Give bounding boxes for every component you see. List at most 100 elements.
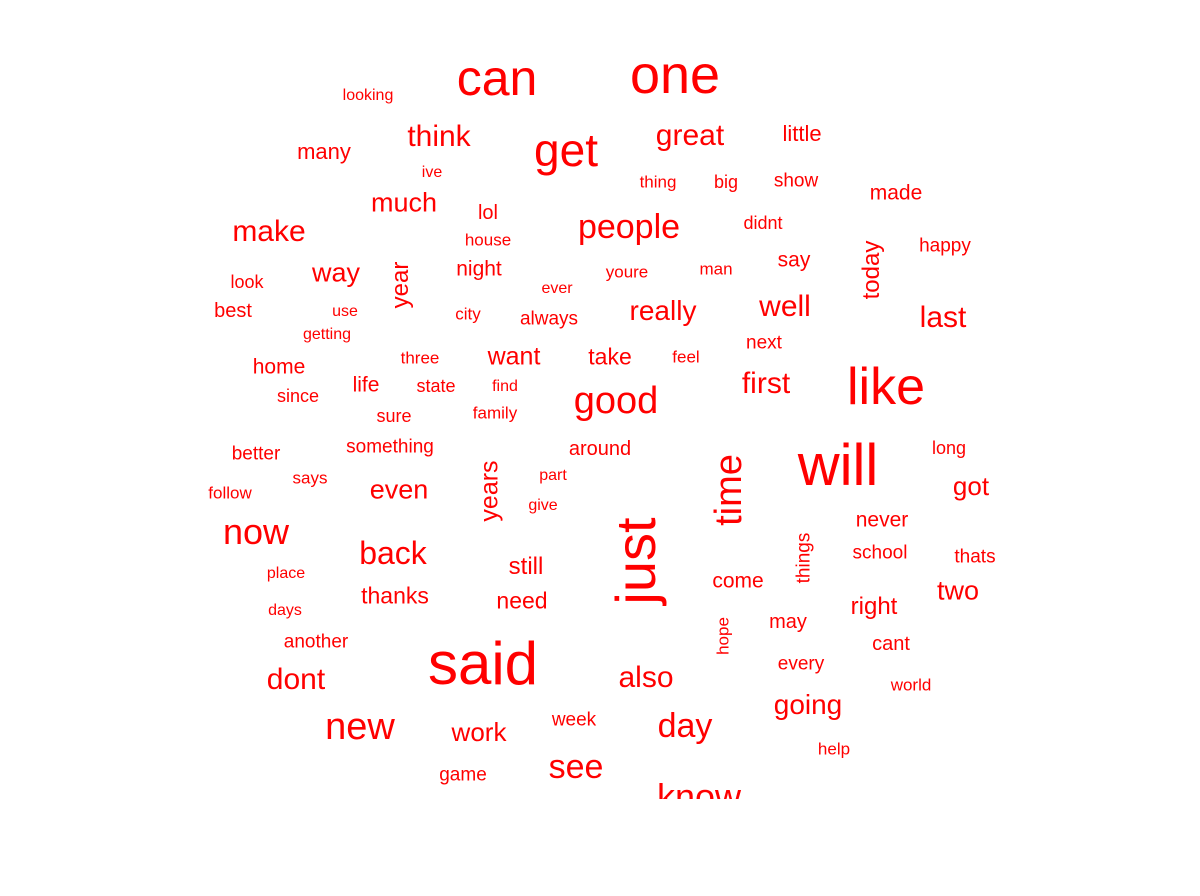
word-need: need xyxy=(496,587,548,614)
word-thanks: thanks xyxy=(361,582,429,609)
word-time: time xyxy=(708,454,750,526)
word-years: years xyxy=(475,460,504,522)
word-looking: looking xyxy=(342,87,394,104)
word-get: get xyxy=(534,124,598,176)
word-use: use xyxy=(332,303,358,320)
word-like: like xyxy=(846,358,926,416)
word-year: year xyxy=(387,261,414,309)
word-next: next xyxy=(746,332,782,354)
word-hope: hope xyxy=(713,617,733,655)
word-man: man xyxy=(699,259,733,279)
word-thats: thats xyxy=(954,546,996,568)
word-around: around xyxy=(568,438,632,460)
word-world: world xyxy=(890,675,932,695)
word-ever: ever xyxy=(541,280,573,297)
word-show: show xyxy=(773,170,819,192)
word-take: take xyxy=(588,343,632,370)
word-come: come xyxy=(712,569,764,593)
word-back: back xyxy=(359,535,427,571)
word-much: much xyxy=(370,187,438,218)
word-always: always xyxy=(519,308,579,330)
word-part: part xyxy=(539,467,567,484)
word-week: week xyxy=(551,709,597,731)
word-people: people xyxy=(577,208,681,246)
word-look: look xyxy=(230,272,264,292)
word-want: want xyxy=(487,342,541,371)
word-give: give xyxy=(528,497,558,514)
word-well: well xyxy=(759,290,811,323)
word-first: first xyxy=(741,367,791,400)
word-great: great xyxy=(655,119,725,152)
word-may: may xyxy=(769,611,807,633)
word-work: work xyxy=(451,717,507,747)
word-never: never xyxy=(855,508,909,532)
word-every: every xyxy=(777,653,825,675)
word-home: home xyxy=(252,355,306,379)
word-sure: sure xyxy=(376,406,412,426)
word-now: now xyxy=(222,511,290,552)
word-cant: cant xyxy=(872,633,910,655)
word-school: school xyxy=(852,542,908,564)
word-place: place xyxy=(266,565,306,582)
word-game: game xyxy=(439,764,487,786)
word-getting: getting xyxy=(302,326,352,343)
word-lol: lol xyxy=(477,202,499,224)
word-since: since xyxy=(276,386,320,406)
word-going: going xyxy=(773,689,843,720)
word-really: really xyxy=(629,295,697,326)
word-youre: youre xyxy=(605,262,649,282)
word-will: will xyxy=(797,433,879,498)
word-can: can xyxy=(456,64,538,106)
word-good: good xyxy=(573,380,659,422)
word-three: three xyxy=(400,348,440,368)
word-feel: feel xyxy=(672,347,700,367)
word-today: today xyxy=(858,240,885,300)
word-best: best xyxy=(214,300,252,322)
word-one: one xyxy=(629,64,721,105)
word-long: long xyxy=(931,438,967,458)
word-dont: dont xyxy=(266,663,326,696)
word-ive: ive xyxy=(421,164,443,181)
word-little: little xyxy=(782,121,822,146)
word-state: state xyxy=(416,376,456,396)
word-two: two xyxy=(936,575,980,606)
word-think: think xyxy=(407,120,471,153)
word-family: family xyxy=(472,403,518,423)
word-find: find xyxy=(492,378,518,395)
word-still: still xyxy=(508,553,544,580)
word-says: says xyxy=(292,468,328,488)
word-something: something xyxy=(346,436,434,458)
word-new: new xyxy=(325,706,395,748)
word-things: things xyxy=(793,532,815,584)
word-cloud-area: can one looking think get great little many ive t… xyxy=(0,64,1200,799)
word-say: say xyxy=(777,248,811,272)
word-make: make xyxy=(232,215,306,248)
word-thing: thing xyxy=(639,172,677,192)
word-see: see xyxy=(548,748,604,786)
word-follow: follow xyxy=(208,483,252,503)
word-even: even xyxy=(369,474,429,505)
word-day: day xyxy=(657,707,713,745)
word-didnt: didnt xyxy=(743,213,783,233)
word-another: another xyxy=(283,631,349,653)
word-got: got xyxy=(952,471,990,501)
word-house: house xyxy=(464,230,512,250)
word-also: also xyxy=(618,661,674,694)
word-better: better xyxy=(231,443,281,465)
word-said: said xyxy=(427,630,539,697)
word-happy: happy xyxy=(919,235,971,257)
word-last: last xyxy=(919,301,967,334)
word-just: just xyxy=(604,517,667,605)
word-right: right xyxy=(850,593,898,620)
word-way: way xyxy=(311,257,361,288)
word-help: help xyxy=(817,739,851,759)
word-many: many xyxy=(297,139,351,164)
word-big: big xyxy=(713,172,739,192)
word-days: days xyxy=(268,602,302,619)
word-made: made xyxy=(869,181,923,205)
word-night: night xyxy=(456,257,502,281)
word-city: city xyxy=(455,304,481,324)
word-life: life xyxy=(352,373,380,397)
word-know: know xyxy=(656,776,742,800)
